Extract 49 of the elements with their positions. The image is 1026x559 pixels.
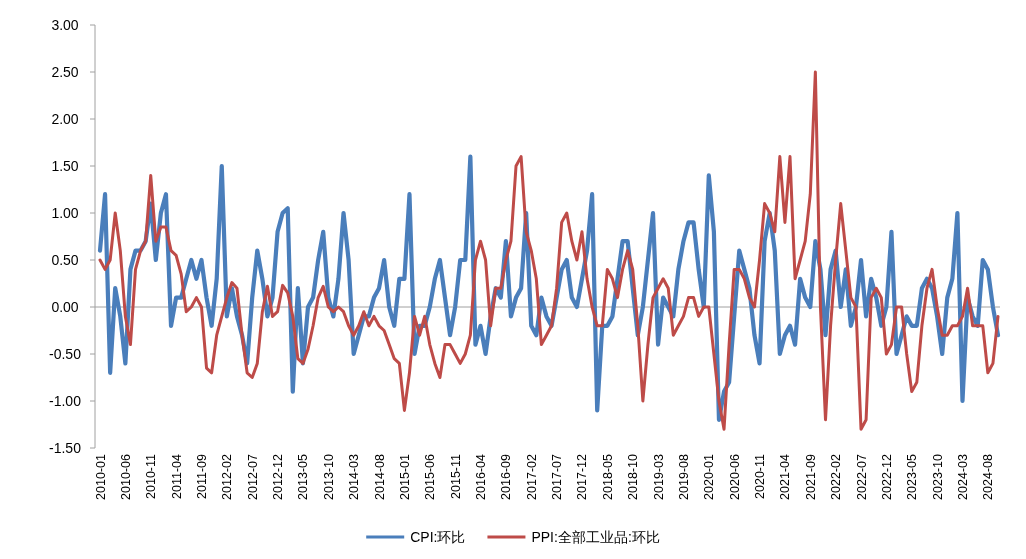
y-tick-label: 0.50 [51,252,79,268]
x-tick-label: 2017-07 [550,453,565,500]
y-tick-label: 1.00 [51,205,79,221]
x-tick-label: 2020-01 [702,453,717,500]
x-tick-label: 2012-12 [271,453,286,500]
x-tick-label: 2019-08 [676,453,691,500]
x-tick-label: 2012-07 [245,453,260,500]
x-tick-label: 2024-03 [955,453,970,500]
x-tick-label: 2014-03 [347,453,362,500]
x-tick-label: 2010-01 [93,453,108,500]
y-tick-label: 2.50 [51,64,79,80]
x-tick-label: 2013-10 [321,453,336,500]
x-tick-label: 2019-03 [651,453,666,500]
x-tick-label: 2011-09 [194,453,209,499]
x-tick-label: 2024-08 [981,453,996,500]
x-tick-label: 2013-05 [296,453,311,500]
x-tick-label: 2015-11 [448,453,463,499]
x-tick-label: 2023-05 [905,453,920,500]
x-tick-label: 2010-06 [118,453,133,500]
legend-label: CPI:环比 [410,529,466,545]
x-tick-label: 2022-12 [879,453,894,500]
x-tick-label: 2012-02 [220,453,235,500]
x-tick-label: 2011-04 [169,453,184,499]
x-tick-label: 2010-11 [144,453,159,499]
line-series [98,70,1000,431]
y-tick-label: 3.00 [51,17,79,33]
x-tick-label: 2020-11 [753,453,768,499]
x-tick-label: 2018-05 [600,453,615,500]
x-tick-label: 2017-02 [524,453,539,500]
y-tick-label: 1.50 [51,158,79,174]
x-tick-label: 2014-08 [372,453,387,500]
y-tick-label: -0.50 [49,346,82,362]
x-tick-label: 2023-10 [930,453,945,500]
y-tick-label: 2.00 [51,111,79,127]
x-tick-label: 2018-10 [626,453,641,500]
x-tick-label: 2022-02 [829,453,844,500]
x-tick-label: 2016-04 [474,453,489,500]
x-tick-label: 2015-06 [423,453,438,500]
x-tick-label: 2015-01 [397,453,412,500]
x-tick-label: 2017-12 [575,453,590,500]
legend-label: PPI:全部工业品:环比 [531,529,660,545]
x-tick-label: 2021-04 [778,453,793,500]
x-tick-label: 2022-07 [854,453,869,500]
x-tick-label: 2016-09 [499,453,514,500]
y-tick-label: -1.50 [49,440,82,456]
y-tick-label: 0.00 [51,299,79,315]
x-tick-label: 2020-06 [727,453,742,500]
x-tick-label: 2021-09 [803,453,818,500]
y-tick-label: -1.00 [49,393,82,409]
